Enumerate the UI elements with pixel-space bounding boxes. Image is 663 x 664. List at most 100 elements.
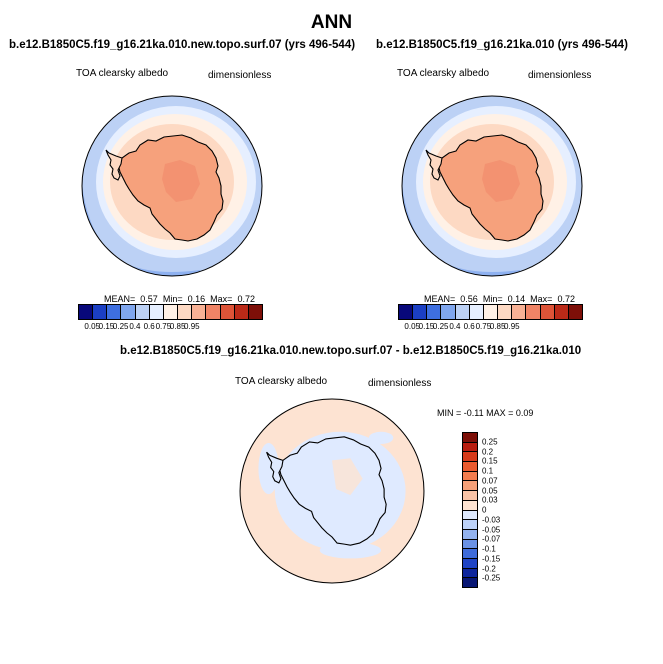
map-border [81, 95, 263, 277]
antarctica-coastline [437, 134, 544, 242]
panel1-variable-label: TOA clearsky albedo [76, 68, 169, 79]
colorbar-tick-label: -0.25 [482, 573, 501, 583]
colorbar-swatch [93, 305, 108, 319]
colorbar-tick-label: 0.25 [432, 322, 449, 331]
antarctic-peninsula [425, 149, 443, 181]
colorbar-tick-label: -0.05 [482, 525, 501, 534]
colorbar-swatch [463, 539, 477, 550]
colorbar-tick-label: 0.2 [482, 447, 494, 456]
page-title: ANN [310, 12, 353, 33]
panel1-max-value: 0.72 [237, 294, 255, 304]
colorbar-tick-label: 0.25 [482, 437, 498, 447]
panel2-max-value: 0.72 [557, 294, 575, 304]
panel1-colorbar [78, 304, 263, 320]
colorbar-tick-label: 0.15 [418, 322, 435, 331]
diff-title: b.e12.B1850C5.f19_g16.21ka.010.new.topo.… [120, 345, 582, 357]
colorbar-tick-label: 0.95 [184, 322, 200, 331]
colorbar-swatch [399, 305, 414, 319]
colorbar-swatch [469, 305, 484, 319]
colorbar-tick-label: 0.85 [169, 322, 186, 331]
colorbar-swatch [234, 305, 249, 319]
colorbar-swatch [149, 305, 164, 319]
colorbar-tick-label: 0.75 [155, 322, 172, 331]
colorbar-tick-label: -0.15 [482, 554, 501, 564]
colorbar-swatch [455, 305, 470, 319]
panel2-min-value: 0.14 [507, 294, 526, 304]
colorbar-swatch [463, 452, 477, 463]
colorbar-swatch [248, 305, 263, 319]
colorbar-swatch [554, 305, 569, 319]
colorbar-swatch [463, 529, 477, 540]
panel1-polar-map [81, 95, 263, 277]
colorbar-tick-label: 0.85 [489, 322, 506, 331]
antarctica-fill [278, 436, 387, 546]
colorbar-swatch [463, 520, 477, 530]
colorbar-swatch [121, 305, 136, 319]
colorbar-tick-label: 0.25 [112, 322, 129, 331]
antarctica-coastline [278, 436, 387, 546]
colorbar-tick-label: 0.15 [98, 322, 115, 331]
panel2-colorbar [398, 304, 583, 320]
panel1-title: b.e12.B1850C5.f19_g16.21ka.010.new.topo.… [9, 39, 356, 51]
panel2-units-label: dimensionless [528, 70, 592, 81]
colorbar-tick-label: 0.07 [482, 476, 498, 486]
colorbar-swatch [526, 305, 541, 319]
colorbar-swatch [441, 305, 456, 319]
panel1-stats: MEAN= 0.57 Min= 0.16 Max= 0.72 [104, 294, 255, 304]
colorbar-tick-label: -0.07 [482, 534, 501, 544]
colorbar-swatch [220, 305, 235, 319]
map-border [239, 398, 425, 584]
colorbar-swatch [178, 305, 193, 319]
colorbar-tick-label: 0.05 [404, 322, 421, 331]
colorbar-swatch [540, 305, 555, 319]
colorbar-swatch [427, 305, 442, 319]
colorbar-swatch [463, 442, 477, 453]
panel1-units-label: dimensionless [208, 70, 272, 81]
colorbar-tick-label: 0.05 [482, 486, 498, 495]
colorbar-swatch [135, 305, 150, 319]
panel2-mean-value: 0.56 [460, 294, 478, 304]
colorbar-swatch [463, 481, 477, 492]
colorbar-tick-label: 0.4 [129, 322, 141, 331]
colorbar-tick-label: -0.2 [482, 564, 496, 573]
colorbar-tick-label: 0.6 [143, 322, 155, 331]
antarctic-peninsula [266, 451, 284, 484]
panel2-stats: MEAN= 0.56 Min= 0.14 Max= 0.72 [424, 294, 575, 304]
colorbar-tick-label: 0.05 [84, 322, 101, 331]
colorbar-tick-label: 0.03 [482, 495, 498, 505]
panel2-colorbar-labels: 0.05 0.15 0.25 0.4 0.6 0.75 0.85 0.95 [398, 322, 581, 332]
colorbar-tick-label: 0 [482, 505, 487, 515]
colorbar-swatch [498, 305, 513, 319]
colorbar-swatch [463, 578, 477, 587]
colorbar-tick-label: -0.03 [482, 515, 501, 525]
panel1-min-value: 0.16 [187, 294, 206, 304]
antarctica-coastline [117, 134, 224, 242]
diff-polar-map [239, 398, 425, 584]
panel1-mean-value: 0.57 [140, 294, 158, 304]
antarctic-peninsula [105, 149, 123, 181]
colorbar-tick-label: 0.95 [504, 322, 520, 331]
colorbar-swatch [483, 305, 499, 319]
panel2-polar-map [401, 95, 583, 277]
colorbar-swatch [512, 305, 527, 319]
colorbar-swatch [463, 433, 477, 443]
colorbar-swatch [463, 462, 477, 472]
colorbar-swatch [463, 510, 477, 521]
colorbar-swatch [463, 549, 477, 559]
colorbar-tick-label: -0.1 [482, 544, 496, 554]
diff-stats: MIN = -0.11 MAX = 0.09 [437, 408, 534, 418]
colorbar-swatch [463, 500, 477, 511]
colorbar-swatch [463, 471, 477, 482]
colorbar-swatch [107, 305, 122, 319]
diff-colorbar [462, 432, 478, 588]
panel1-colorbar-labels: 0.05 0.15 0.25 0.4 0.6 0.75 0.85 0.95 [78, 322, 261, 332]
colorbar-swatch [163, 305, 179, 319]
panel2-variable-label: TOA clearsky albedo [397, 68, 490, 79]
colorbar-swatch [568, 305, 583, 319]
colorbar-swatch [79, 305, 94, 319]
colorbar-swatch [192, 305, 207, 319]
colorbar-tick-label: 0.75 [475, 322, 492, 331]
colorbar-swatch [413, 305, 428, 319]
colorbar-swatch [463, 491, 477, 501]
colorbar-tick-label: 0.1 [482, 466, 494, 476]
